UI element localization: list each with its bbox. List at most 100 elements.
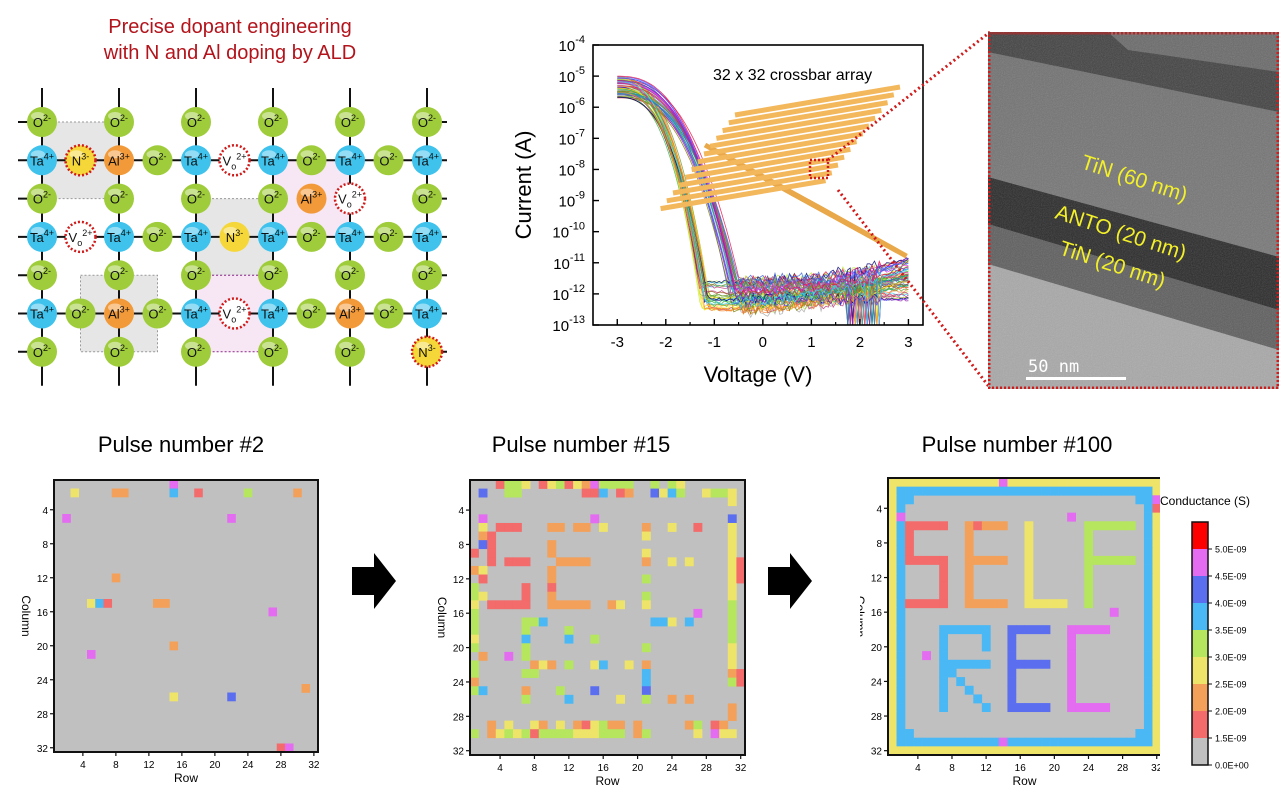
heatmap-cell — [547, 522, 557, 532]
heatmap-cell — [1101, 555, 1111, 565]
heatmap-cell — [727, 565, 737, 575]
heatmap-cell — [62, 514, 71, 523]
colorbar-swatch — [1192, 576, 1208, 603]
heatmap-cell — [1007, 478, 1017, 487]
heatmap-cell — [1143, 607, 1153, 617]
heatmap-cell — [276, 743, 286, 753]
heatmap-cell — [478, 514, 488, 524]
heatmap-cell — [922, 555, 931, 565]
ion-ta: Ta4+ — [335, 145, 365, 176]
heatmap-cell — [1143, 642, 1153, 652]
heatmap-cell — [913, 555, 923, 565]
heatmap-cell — [555, 522, 565, 532]
heatmap-cell — [1075, 737, 1085, 747]
heatmap-cell — [1058, 737, 1068, 747]
heatmap-cell — [1067, 746, 1076, 756]
heatmap-cell — [964, 599, 974, 609]
heatmap-background — [888, 478, 1160, 755]
heatmap-cell — [1143, 495, 1153, 505]
heatmap-cell — [504, 480, 514, 489]
heatmap-cell — [939, 590, 949, 600]
heatmap-cell — [727, 557, 737, 567]
colorbar-tick-label: 1.5E-09 — [1215, 734, 1247, 744]
heatmap-cell — [521, 600, 531, 610]
heatmap-cell — [1084, 538, 1094, 548]
heatmap-cell — [719, 720, 729, 730]
heatmap-cell — [1152, 564, 1160, 574]
heatmap-cell — [888, 478, 897, 487]
heatmap-cell — [905, 521, 914, 531]
svg-text:Al3+: Al3+ — [108, 305, 130, 322]
heatmap-cell — [1152, 616, 1160, 626]
svg-text:O2-: O2- — [341, 343, 359, 360]
heatmap-cell — [727, 583, 737, 593]
heatmap-cell — [1058, 746, 1068, 756]
heatmap-y-tick-label: 32 — [37, 744, 49, 755]
heatmap-cell — [1041, 703, 1051, 713]
heatmap-cell — [1058, 486, 1068, 496]
heatmap-cell — [727, 703, 737, 713]
heatmap-cell — [555, 720, 565, 730]
heatmap-cell — [564, 694, 574, 704]
heatmap-cell — [990, 555, 1000, 565]
heatmap-cell — [470, 565, 479, 575]
heatmap-cell — [581, 522, 591, 532]
heatmap-cell — [521, 686, 531, 696]
heatmap-cell — [973, 555, 983, 565]
heatmap-cell — [736, 557, 746, 567]
heatmap-cell — [990, 478, 1000, 487]
tem-scale-bar — [1026, 377, 1126, 380]
heatmap-cell — [896, 737, 906, 747]
heatmap-cell — [693, 729, 703, 739]
svg-text:Vo2+: Vo2+ — [69, 228, 93, 248]
heatmap-cell — [581, 720, 591, 730]
heatmap-x-tick-label: 8 — [113, 760, 119, 771]
heatmap-cell — [641, 557, 651, 567]
ion-al: Al3+ — [335, 298, 365, 329]
heatmap-cell — [1152, 642, 1160, 652]
svg-text:O2-: O2- — [33, 190, 51, 207]
heatmap-frame — [53, 479, 319, 753]
heatmap-cell — [922, 599, 931, 609]
heatmap-cell — [888, 651, 897, 661]
heatmap-cell — [227, 514, 236, 523]
heatmap-x-tick-label: 24 — [1083, 763, 1095, 774]
heatmap-cell — [1152, 538, 1160, 548]
heatmap-cell — [1126, 555, 1136, 565]
heatmap-cell — [470, 634, 479, 644]
heatmap-cell — [896, 625, 906, 635]
colorbar-swatch — [1192, 630, 1208, 657]
heatmap-cell — [939, 555, 949, 565]
heatmap-cell — [1143, 685, 1153, 695]
heatmap-cell — [888, 495, 897, 505]
heatmap-cell — [905, 555, 914, 565]
svg-text:Al3+: Al3+ — [301, 190, 323, 207]
heatmap-cell — [710, 729, 720, 739]
heatmap-cell — [727, 669, 737, 678]
heatmap-cell — [1007, 651, 1017, 661]
heatmap-cell — [888, 711, 897, 721]
heatmap-cell — [581, 488, 591, 498]
heatmap-cell — [922, 746, 931, 756]
heatmap-cell — [964, 555, 974, 565]
heatmap-cell — [547, 591, 557, 601]
heatmap-cell — [1143, 581, 1153, 591]
heatmap-cell — [964, 538, 974, 548]
heatmap-cell — [1118, 478, 1128, 487]
svg-text:Ta4+: Ta4+ — [30, 228, 54, 245]
heatmap-cell — [564, 557, 574, 567]
heatmap-cell — [964, 564, 974, 574]
heatmap-y-tick-label: 20 — [871, 643, 883, 654]
heatmap-cell — [727, 548, 737, 558]
iv-y-tick-label: 10-5 — [559, 65, 585, 86]
heatmap-x-tick-label: 12 — [143, 760, 155, 771]
heatmap-cell — [1084, 737, 1094, 747]
heatmap-cell — [896, 720, 906, 730]
heatmap-cell — [1152, 729, 1160, 738]
heatmap-cell — [1143, 521, 1153, 531]
iv-plot-frame — [592, 44, 924, 326]
conductance-colorbar: Conductance (S) 5.0E-09 4.5E-09 4.0E-09 3.5… — [1160, 494, 1250, 771]
heatmap-cell — [667, 694, 677, 704]
heatmap-cell — [1152, 720, 1160, 730]
heatmap-cell — [487, 548, 497, 558]
